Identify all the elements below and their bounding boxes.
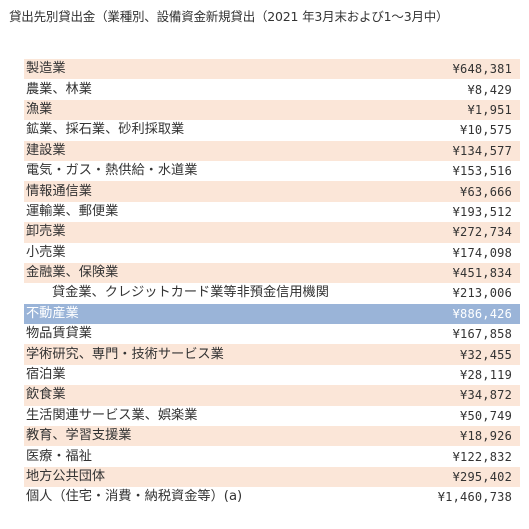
row-value: ¥122,832 xyxy=(452,449,512,464)
table-row: 地方公共団体 ¥295,402 xyxy=(24,466,520,488)
row-value: ¥18,926 xyxy=(460,429,512,444)
row-value: ¥28,119 xyxy=(460,368,512,383)
row-value: ¥134,577 xyxy=(452,143,512,158)
table-row: 飲食業 ¥34,872 xyxy=(24,385,520,406)
row-label: 宿泊業 xyxy=(26,367,66,383)
row-value: ¥63,666 xyxy=(460,184,512,199)
row-label: 貸金業、クレジットカード業等非預金信用機関 xyxy=(52,285,329,301)
table-row: 金融業、保険業 ¥451,834 xyxy=(24,262,520,284)
row-label: 卸売業 xyxy=(26,224,66,240)
row-value: ¥32,455 xyxy=(460,347,512,362)
table-row: 個人（住宅・消費・納税資金等）(a) ¥1,460,738 xyxy=(24,487,520,508)
table-row: 物品賃貸業 ¥167,858 xyxy=(24,324,520,345)
row-value: ¥50,749 xyxy=(460,408,512,423)
row-label: 電気・ガス・熱供給・水道業 xyxy=(26,163,198,179)
row-value: ¥10,575 xyxy=(460,123,512,138)
row-label: 教育、学習支援業 xyxy=(26,428,132,444)
loan-table: 製造業 ¥648,381 農業、林業 ¥8,429 漁業 ¥1,951 鉱業、採… xyxy=(24,59,520,508)
row-label: 漁業 xyxy=(26,101,53,117)
row-label: 地方公共団体 xyxy=(26,469,106,484)
row-label: 鉱業、採石業、砂利採取業 xyxy=(26,122,185,138)
table-row: 学術研究、専門・技術サービス業 ¥32,455 xyxy=(24,344,520,365)
row-value: ¥451,834 xyxy=(452,266,512,281)
row-value: ¥34,872 xyxy=(460,388,512,403)
table-row: 医療・福祉 ¥122,832 xyxy=(24,446,520,467)
table-row: 宿泊業 ¥28,119 xyxy=(24,364,520,386)
table-row: 教育、学習支援業 ¥18,926 xyxy=(24,426,520,447)
table-row-highlighted: 不動産業 ¥886,426 xyxy=(24,303,520,325)
table-row: 電気・ガス・熱供給・水道業 ¥153,516 xyxy=(24,160,520,182)
row-value: ¥8,429 xyxy=(467,82,512,97)
row-label: 運輸業、郵便業 xyxy=(26,203,119,219)
row-label: 小売業 xyxy=(26,244,66,260)
row-value: ¥295,402 xyxy=(452,470,512,484)
row-label: 不動産業 xyxy=(26,305,79,321)
row-value: ¥1,460,738 xyxy=(437,490,512,505)
row-value: ¥174,098 xyxy=(452,245,512,260)
row-label: 医療・福祉 xyxy=(26,448,92,464)
row-value: ¥213,006 xyxy=(452,286,512,301)
row-label: 情報通信業 xyxy=(26,183,92,199)
table-row: 小売業 ¥174,098 xyxy=(24,242,520,263)
row-value: ¥1,951 xyxy=(467,102,512,117)
row-label: 飲食業 xyxy=(26,387,66,403)
table-row: 情報通信業 ¥63,666 xyxy=(24,181,520,202)
row-value: ¥167,858 xyxy=(452,327,512,342)
table-row-subcategory: 貸金業、クレジットカード業等非預金信用機関 ¥213,006 xyxy=(24,283,520,304)
table-row: 建設業 ¥134,577 xyxy=(24,140,520,161)
row-label: 個人（住宅・消費・納税資金等）(a) xyxy=(26,489,243,505)
table-row: 製造業 ¥648,381 xyxy=(24,59,520,80)
row-value: ¥153,516 xyxy=(452,164,512,179)
row-label: 建設業 xyxy=(26,142,66,158)
row-value: ¥272,734 xyxy=(452,225,512,240)
page-title: 貸出先別貸出金（業種別、設備資金新規貸出（2021 年3月末および1～3月中） xyxy=(9,9,449,24)
table-row: 農業、林業 ¥8,429 xyxy=(24,79,520,100)
row-label: 金融業、保険業 xyxy=(26,265,119,281)
table-row: 鉱業、採石業、砂利採取業 ¥10,575 xyxy=(24,120,520,141)
row-label: 製造業 xyxy=(26,61,66,77)
table-row: 卸売業 ¥272,734 xyxy=(24,222,520,243)
row-label: 学術研究、専門・技術サービス業 xyxy=(26,346,224,362)
row-label: 物品賃貸業 xyxy=(26,326,92,342)
table-row: 漁業 ¥1,951 xyxy=(24,99,520,121)
table-row: 運輸業、郵便業 ¥193,512 xyxy=(24,201,520,223)
row-value: ¥648,381 xyxy=(452,62,512,77)
row-label: 生活関連サービス業、娯楽業 xyxy=(26,407,198,423)
row-label: 農業、林業 xyxy=(26,81,92,97)
table-row: 生活関連サービス業、娯楽業 ¥50,749 xyxy=(24,405,520,427)
row-value: ¥886,426 xyxy=(452,306,512,321)
row-value: ¥193,512 xyxy=(452,204,512,219)
